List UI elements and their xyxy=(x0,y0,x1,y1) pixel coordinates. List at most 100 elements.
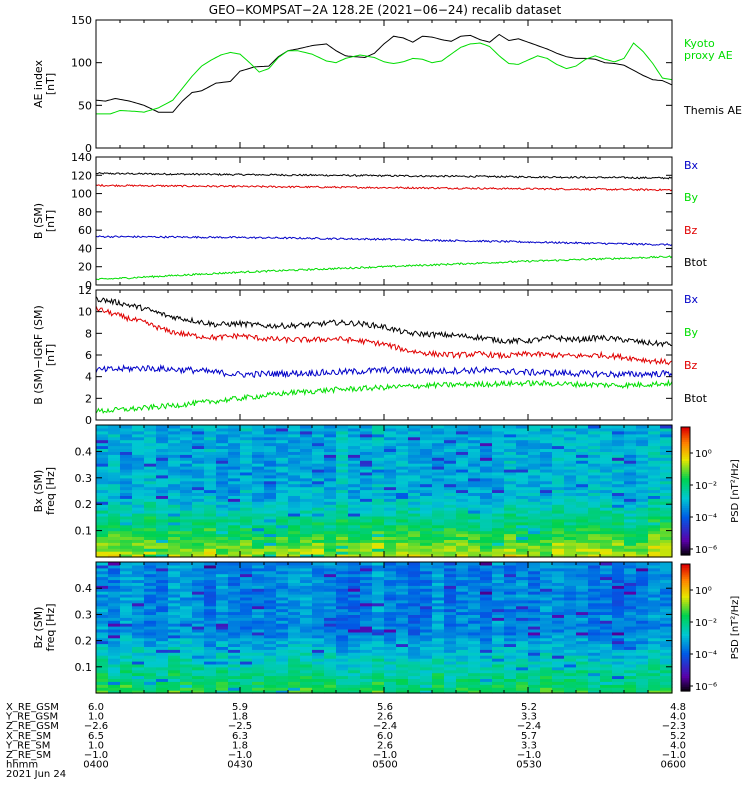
spectrogram-cell xyxy=(408,451,421,455)
spectrogram-cell xyxy=(372,504,385,508)
spectrogram-cell xyxy=(588,518,601,523)
spectrogram-cell xyxy=(408,436,421,441)
spectrogram-cell xyxy=(168,588,181,592)
spectrogram-cell xyxy=(228,463,241,467)
spectrogram-cell xyxy=(264,617,277,621)
spectrogram-cell xyxy=(204,629,217,633)
spectrogram-cell xyxy=(192,513,205,517)
spectrogram-cell xyxy=(420,576,433,581)
spectrogram-cell xyxy=(252,620,265,624)
spectrogram-cell xyxy=(204,533,217,537)
spectrogram-cell xyxy=(444,451,457,455)
spectrogram-cell xyxy=(396,539,409,543)
spectrogram-cell xyxy=(180,684,193,688)
spectrogram-cell xyxy=(612,442,625,447)
spectrogram-cell xyxy=(228,483,241,488)
spectrogram-cell xyxy=(144,445,157,449)
spectrogram-cell xyxy=(288,629,301,633)
spectrogram-cell xyxy=(312,427,325,432)
spectrogram-cell xyxy=(276,611,289,615)
spectrogram-cell xyxy=(168,466,181,470)
spectrogram-cell xyxy=(372,614,385,618)
spectrogram-cell xyxy=(444,690,457,694)
spectrogram-cell xyxy=(168,643,181,647)
spectrogram-cell xyxy=(132,448,145,452)
spectrogram-cell xyxy=(132,495,145,499)
spectrogram-cell xyxy=(108,436,121,441)
spectrogram-cell xyxy=(96,495,109,499)
spectrogram-cell xyxy=(564,439,577,444)
spectrogram-cell xyxy=(192,469,205,473)
spectrogram-cell xyxy=(216,643,229,647)
spectrogram-cell xyxy=(516,454,529,458)
spectrogram-cell xyxy=(96,658,109,662)
spectrogram-cell xyxy=(324,602,337,607)
spectrogram-cell xyxy=(444,515,457,520)
spectrogram-cell xyxy=(552,513,565,517)
spectrogram-cell xyxy=(276,588,289,592)
spectrogram-cell xyxy=(108,620,121,624)
spectrogram-cell xyxy=(516,507,529,511)
spectrogram-cell xyxy=(192,524,205,529)
spectrogram-cell xyxy=(408,564,421,569)
spectrogram-cell xyxy=(576,564,589,569)
spectrogram-cell xyxy=(144,474,157,479)
spectrogram-cell xyxy=(216,521,229,526)
spectrogram-cell xyxy=(432,652,445,656)
spectrogram-cell xyxy=(108,594,121,598)
spectrogram-cell xyxy=(336,631,349,636)
spectrogram-cell xyxy=(564,495,577,499)
spectrogram-cell xyxy=(444,617,457,621)
spectrogram-cell xyxy=(636,690,649,694)
legend-entry: Bz xyxy=(684,224,698,237)
spectrogram-cell xyxy=(624,669,637,674)
colorbar-segment xyxy=(681,437,690,441)
spectrogram-cell xyxy=(360,617,373,621)
spectrogram-cell xyxy=(396,649,409,653)
spectrogram-cell xyxy=(432,564,445,569)
spectrogram-cell xyxy=(660,652,673,656)
spectrogram-cell xyxy=(336,591,349,595)
spectrogram-cell xyxy=(360,608,373,613)
spectrogram-cell xyxy=(420,474,433,479)
spectrogram-cell xyxy=(204,504,217,508)
spectrogram-cell xyxy=(552,533,565,537)
spectrogram-cell xyxy=(636,548,649,552)
spectrogram-cell xyxy=(516,564,529,569)
spectrogram-cell xyxy=(444,466,457,470)
spectrogram-cell xyxy=(456,536,469,540)
spectrogram-cell xyxy=(120,469,133,473)
spectrogram-cell xyxy=(252,554,265,558)
spectrogram-cell xyxy=(132,594,145,598)
spectrogram-cell xyxy=(660,460,673,464)
spectrogram-cell xyxy=(300,582,313,586)
spectrogram-cell xyxy=(240,425,253,429)
spectrogram-cell xyxy=(420,690,433,694)
spectrogram-cell xyxy=(432,614,445,618)
spectrogram-cell xyxy=(288,530,301,535)
spectrogram-cell xyxy=(396,524,409,529)
spectrogram-cell xyxy=(612,492,625,496)
spectrogram-cell xyxy=(336,658,349,662)
spectrogram-cell xyxy=(300,649,313,653)
spectrogram-cell xyxy=(444,427,457,432)
panel-1-plot-area xyxy=(95,33,673,115)
spectrogram-cell xyxy=(348,507,361,511)
spectrogram-cell xyxy=(540,542,553,546)
spectrogram-cell xyxy=(492,433,505,438)
spectrogram-cell xyxy=(144,501,157,505)
spectrogram-cell xyxy=(504,436,517,441)
spectrogram-cell xyxy=(576,687,589,691)
spectrogram-cell xyxy=(372,539,385,543)
spectrogram-cell xyxy=(168,626,181,630)
spectrogram-cell xyxy=(360,518,373,523)
spectrogram-cell xyxy=(312,599,325,604)
spectrogram-cell xyxy=(456,427,469,432)
spectrogram-cell xyxy=(300,570,313,575)
spectrogram-cell xyxy=(504,501,517,505)
spectrogram-cell xyxy=(492,466,505,470)
spectrogram-cell xyxy=(612,460,625,464)
spectrogram-cell xyxy=(588,513,601,517)
spectrogram-cell xyxy=(648,477,661,482)
spectrogram-cell xyxy=(492,515,505,520)
